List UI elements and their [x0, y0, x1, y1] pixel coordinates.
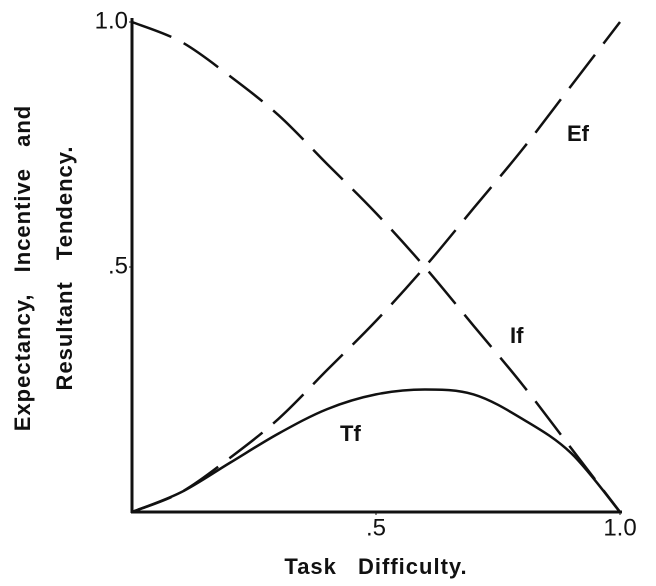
y-axis-title: Resultant Tendency.	[52, 146, 77, 391]
y-axis-title: Expectancy, Incentive and	[10, 105, 35, 431]
series-label: Ef	[567, 121, 590, 146]
x-tick-label: .5	[366, 514, 386, 541]
x-tick-label: 1.0	[603, 514, 636, 541]
x-axis-title: Task Difficulty.	[284, 554, 467, 579]
series-label: If	[510, 323, 524, 348]
series-label: Tf	[340, 421, 361, 446]
line-if	[131, 20, 621, 513]
line-tf	[131, 388, 621, 514]
y-tick-label: .5	[108, 252, 128, 279]
line-ef	[131, 21, 621, 514]
y-tick-label: 1.0	[95, 7, 128, 34]
